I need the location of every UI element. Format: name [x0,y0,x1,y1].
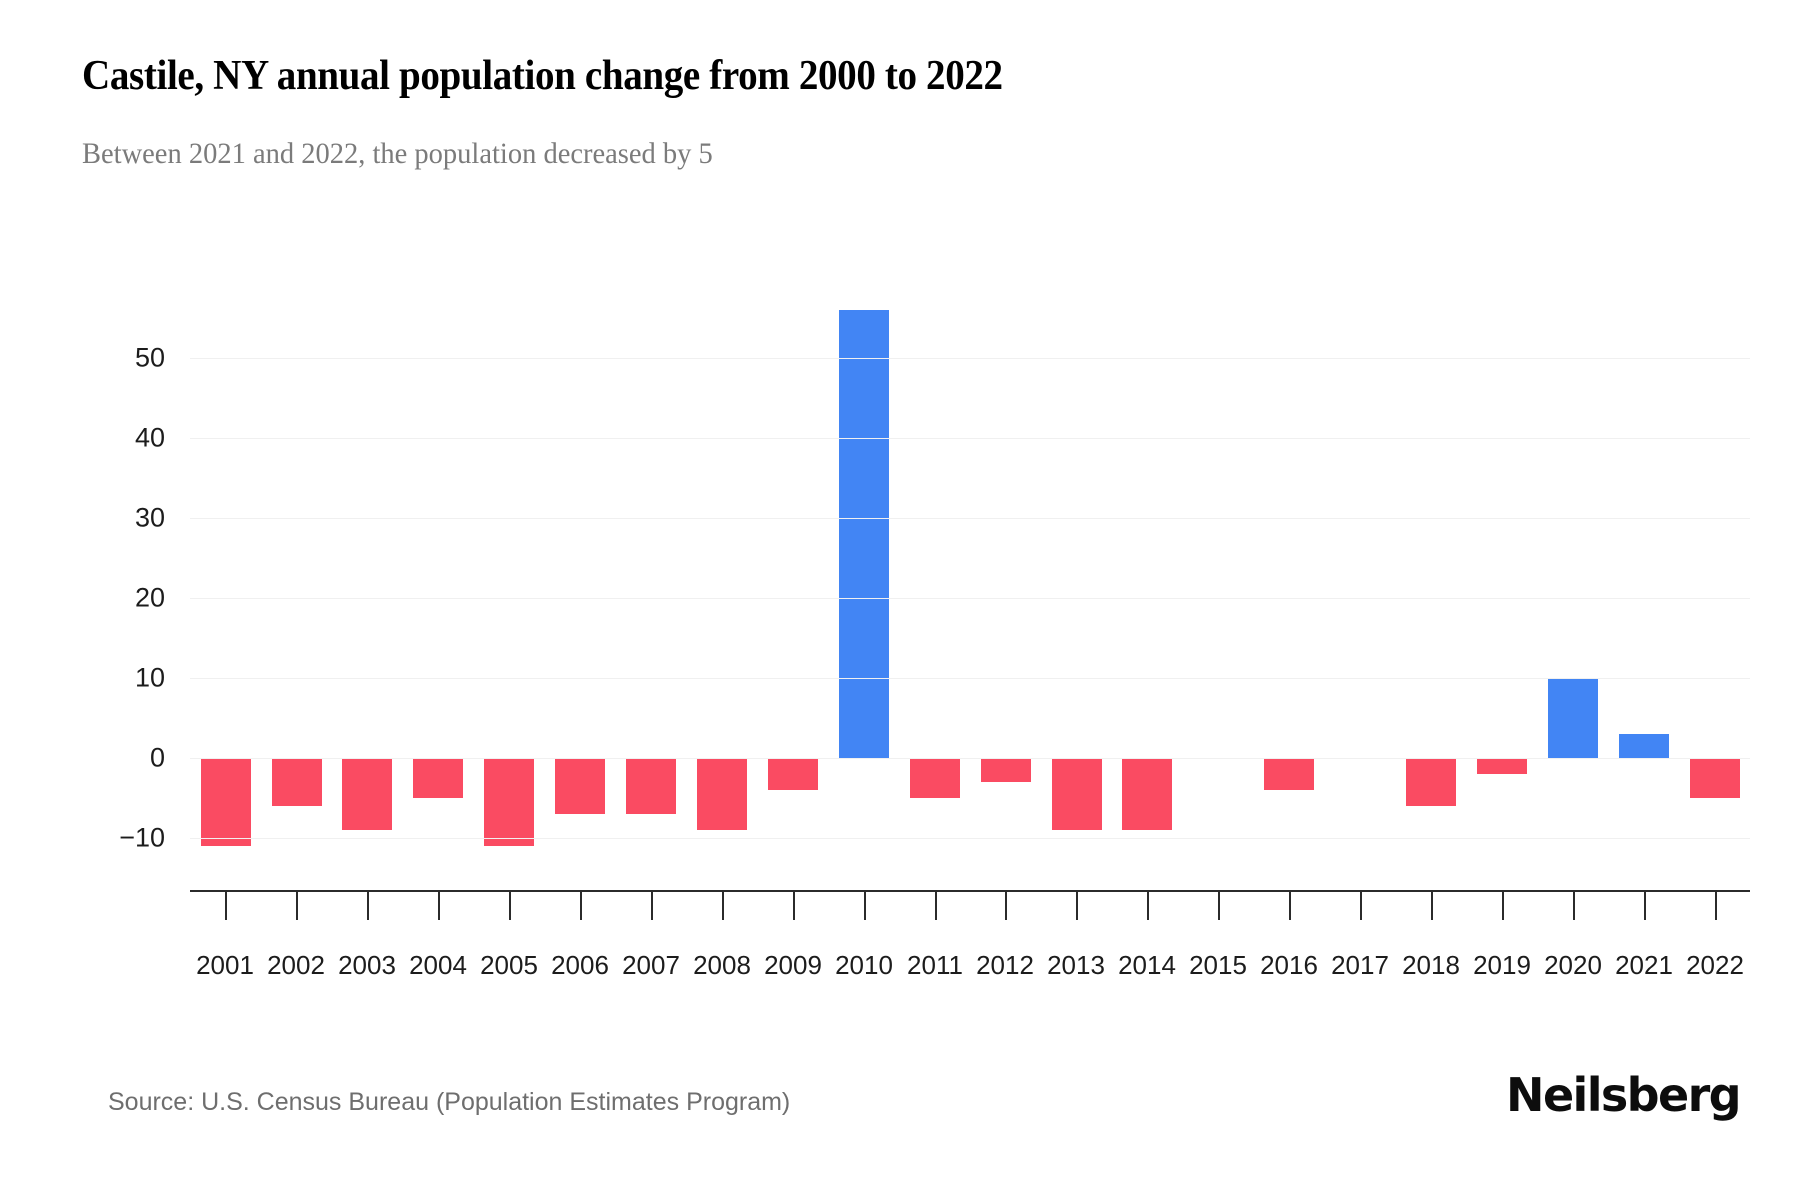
y-axis-tick-label: 40 [134,422,165,453]
x-axis-tick-label: 2008 [693,950,751,980]
x-axis-tick-label: 2014 [1118,950,1176,980]
x-axis-tick [1360,892,1362,920]
bar-series [190,250,1750,890]
x-axis-tick-label: 2017 [1331,950,1389,980]
bar-2008[interactable] [697,758,747,830]
brand-logo: Neilsberg [1506,1068,1742,1122]
x-axis-tick [1218,892,1220,920]
bar-2020[interactable] [1548,678,1598,758]
x-axis-tick [225,892,227,920]
x-axis-tick [296,892,298,920]
x-axis-tick [1573,892,1575,920]
source-note: Source: U.S. Census Bureau (Population E… [108,1088,791,1116]
x-axis-tick-label: 2001 [196,950,254,980]
x-axis-tick-label: 2009 [764,950,822,980]
y-axis-tick-label: −10 [119,822,165,853]
bar-2021[interactable] [1619,734,1669,758]
bar-2003[interactable] [342,758,392,830]
bar-2006[interactable] [555,758,605,814]
bar-2002[interactable] [272,758,322,806]
x-axis-tick [1076,892,1078,920]
x-axis-tick-label: 2003 [338,950,396,980]
x-axis-tick-label: 2013 [1047,950,1105,980]
page-title: Castile, NY annual population change fro… [82,53,1003,99]
bar-2011[interactable] [910,758,960,798]
x-axis-tick-label: 2005 [480,950,538,980]
gridline [190,758,1750,759]
y-axis-tick-label: 30 [134,502,165,533]
bar-2019[interactable] [1477,758,1527,774]
bar-2009[interactable] [768,758,818,790]
bar-2001[interactable] [201,758,251,846]
x-axis-tick [1289,892,1291,920]
x-axis-tick-label: 2020 [1544,950,1602,980]
x-axis-tick-label: 2007 [622,950,680,980]
gridline [190,358,1750,359]
x-axis-tick [793,892,795,920]
x-axis-tick-label: 2006 [551,950,609,980]
x-axis-tick [1005,892,1007,920]
x-axis-tick [722,892,724,920]
gridline [190,838,1750,839]
x-axis-tick [438,892,440,920]
bar-2022[interactable] [1690,758,1740,798]
gridline [190,678,1750,679]
bar-2004[interactable] [413,758,463,798]
x-axis-tick-label: 2011 [907,950,963,980]
bar-2012[interactable] [981,758,1031,782]
x-axis-tick [1644,892,1646,920]
bar-2018[interactable] [1406,758,1456,806]
bar-2016[interactable] [1264,758,1314,790]
x-axis-line [190,890,1750,892]
plot-area [190,250,1750,890]
x-axis-tick [651,892,653,920]
x-axis-tick-label: 2015 [1189,950,1247,980]
x-axis-tick-label: 2018 [1402,950,1460,980]
y-axis-tick-label: 50 [134,342,165,373]
x-axis-tick-label: 2002 [267,950,325,980]
y-axis-tick-label: 20 [134,582,165,613]
x-axis-tick [509,892,511,920]
x-axis-tick-label: 2021 [1615,950,1673,980]
x-axis-tick-label: 2012 [976,950,1034,980]
x-axis-tick-label: 2016 [1260,950,1318,980]
bar-2013[interactable] [1052,758,1102,830]
x-axis-tick [1502,892,1504,920]
gridline [190,598,1750,599]
x-axis-tick [1431,892,1433,920]
x-axis-tick-label: 2010 [835,950,893,980]
x-axis-tick-label: 2019 [1473,950,1531,980]
gridline [190,438,1750,439]
x-axis-tick [367,892,369,920]
x-axis-tick [580,892,582,920]
bar-2010[interactable] [839,310,889,758]
page-subtitle: Between 2021 and 2022, the population de… [82,137,713,170]
x-axis-tick [1147,892,1149,920]
gridline [190,518,1750,519]
x-axis-tick [1715,892,1717,920]
bar-2014[interactable] [1122,758,1172,830]
x-axis-tick-label: 2004 [409,950,467,980]
y-axis-tick-label: 0 [149,742,165,773]
x-axis-tick [864,892,866,920]
x-axis-tick-label: 2022 [1686,950,1744,980]
bar-2005[interactable] [484,758,534,846]
x-axis-tick [935,892,937,920]
y-axis-tick-label: 10 [134,662,165,693]
bar-2007[interactable] [626,758,676,814]
